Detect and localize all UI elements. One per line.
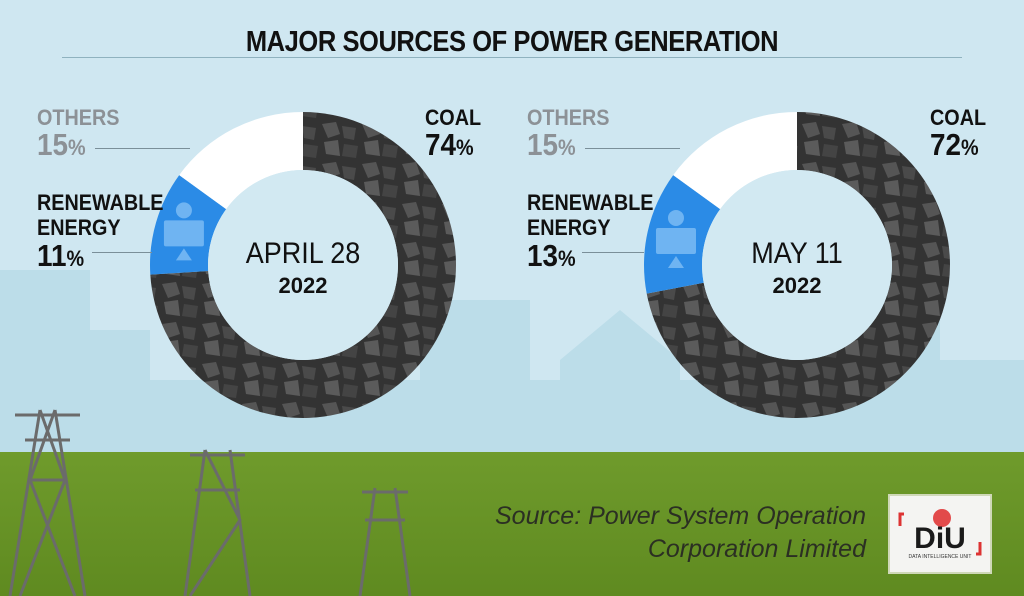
solar-panel-icon: [655, 209, 696, 268]
center-label-may: MAY 11 2022: [751, 237, 843, 298]
slice-coal: [646, 112, 950, 418]
slice-others: [673, 112, 797, 210]
slice-coal: [150, 112, 456, 418]
transmission-tower-icon: [8, 409, 412, 596]
diu-logo: DiU DATA INTELLIGENCE UNIT: [888, 494, 992, 574]
svg-text:DiU: DiU: [914, 522, 966, 555]
svg-text:DATA INTELLIGENCE UNIT: DATA INTELLIGENCE UNIT: [909, 554, 972, 560]
grass-field: [0, 452, 1024, 596]
label-coal-may: COAL 72%: [930, 105, 987, 162]
leader-line: [582, 252, 644, 253]
label-coal-april: COAL 74%: [425, 105, 482, 162]
leader-line: [92, 252, 152, 253]
donut-hole: [208, 170, 398, 360]
leader-line: [585, 148, 680, 149]
center-label-april: APRIL 28 2022: [245, 237, 361, 298]
chart-title: MAJOR SOURCES OF POWER GENERATION: [245, 26, 779, 58]
title-divider: [62, 57, 962, 58]
label-others-april: OTHERS 15%: [37, 105, 120, 162]
donut-hole: [702, 170, 892, 360]
label-renewable-april: RENEWABLE ENERGY 11%: [37, 190, 164, 273]
solar-panel-icon: [163, 202, 204, 261]
slice-others: [179, 112, 303, 210]
leader-line: [95, 148, 190, 149]
label-others-may: OTHERS 15%: [527, 105, 610, 162]
label-renewable-may: RENEWABLE ENERGY 13%: [527, 190, 654, 273]
source-note: Source: Power System Operation Corporati…: [495, 502, 866, 563]
